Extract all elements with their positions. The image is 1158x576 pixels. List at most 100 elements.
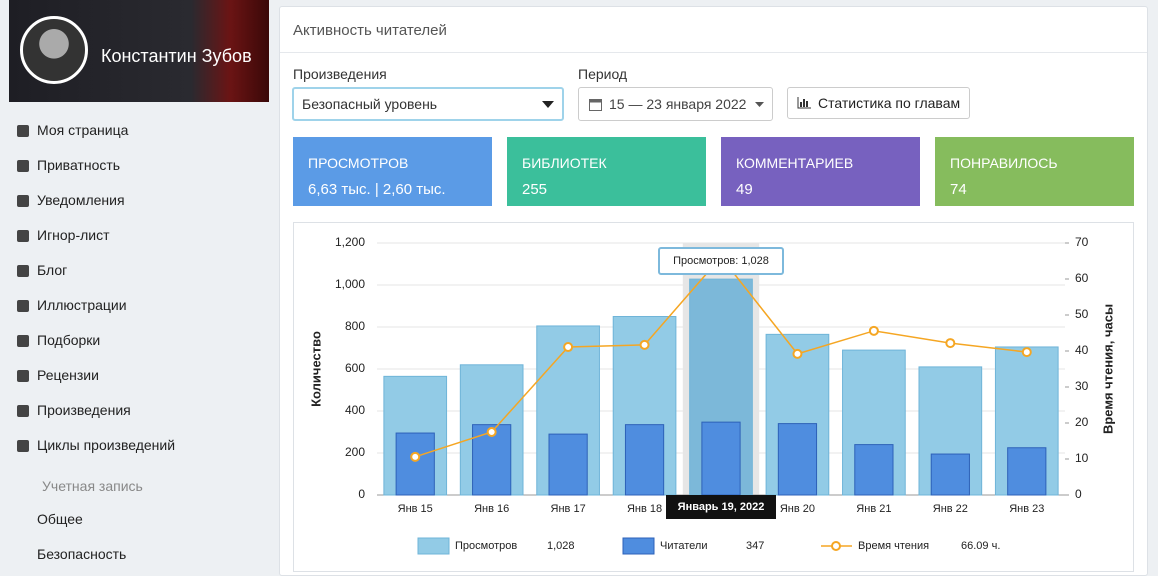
y-tick-label: 600 (345, 361, 365, 375)
y-tick-label: 200 (345, 445, 365, 459)
menu-icon (17, 370, 29, 382)
profile-name[interactable]: Константин Зубов (101, 46, 252, 67)
stat-value: 255 (522, 181, 691, 198)
menu-icon (17, 335, 29, 347)
menu-icon (17, 300, 29, 312)
bar (778, 424, 816, 495)
bar (549, 434, 587, 495)
stat-title: ПРОСМОТРОВ (308, 155, 477, 171)
point (411, 453, 419, 461)
account-menu-item[interactable]: Общее (37, 511, 83, 527)
y2-tick-label: 50 (1075, 307, 1089, 321)
bar (625, 425, 663, 495)
x-tick-label: Янв 20 (780, 503, 815, 515)
menu-item[interactable]: Игнор-лист (37, 227, 110, 243)
y-tick-label: 0 (358, 487, 365, 501)
menu-icon (17, 195, 29, 207)
chapters-button-label: Статистика по главам (818, 95, 960, 111)
x-tick-label: Янв 22 (933, 503, 968, 515)
legend-label: Просмотров (455, 540, 517, 552)
calendar-icon (589, 98, 602, 111)
menu-icon (17, 405, 29, 417)
work-value: Безопасный уровень (302, 96, 437, 112)
chart: 0 200 400 600 800 1,000 1,200 0 10 20 30 40 50 60 70 Ко… (294, 223, 1133, 571)
stat-card: КОММЕНТАРИЕВ49 (721, 137, 920, 206)
chart-box: 0 200 400 600 800 1,000 1,200 0 10 20 30 40 50 60 70 Ко… (293, 222, 1134, 572)
menu-icon (17, 125, 29, 137)
legend-value: 1,028 (547, 540, 575, 552)
x-tick-label: Янв 21 (856, 503, 891, 515)
y-tick-label: 1,000 (335, 277, 365, 291)
menu-item[interactable]: Моя страница (37, 122, 128, 138)
stat-value: 49 (736, 181, 905, 198)
menu-icon (17, 440, 29, 452)
y2-tick-label: 10 (1075, 451, 1089, 465)
bar (396, 433, 434, 495)
point (946, 339, 954, 347)
x-label-tooltip-text: Январь 19, 2022 (678, 501, 765, 513)
y2-tick-label: 40 (1075, 343, 1089, 357)
stat-title: ПОНРАВИЛОСЬ (950, 155, 1119, 171)
legend-swatch (418, 538, 449, 554)
bar (855, 445, 893, 495)
legend-label: Время чтения (858, 540, 929, 552)
menu-item[interactable]: Иллюстрации (37, 297, 127, 313)
y-axis-title: Количество (308, 331, 323, 407)
menu-icon (17, 265, 29, 277)
legend-value: 66.09 ч. (961, 540, 1000, 552)
menu-item[interactable]: Блог (37, 262, 67, 278)
menu-item[interactable]: Подборки (37, 332, 100, 348)
dropdown-caret (755, 102, 764, 108)
x-tick-label: Янв 23 (1009, 503, 1044, 515)
x-tick-label: Янв 17 (551, 503, 586, 515)
chart-icon (797, 97, 811, 109)
menu-icon (17, 230, 29, 242)
menu-item[interactable]: Уведомления (37, 192, 125, 208)
dropdown-caret (542, 101, 554, 109)
bar (702, 422, 740, 495)
work-select[interactable]: Безопасный уровень (292, 87, 564, 121)
legend-value: 347 (746, 540, 764, 552)
point (641, 341, 649, 349)
y2-tick-label: 30 (1075, 379, 1089, 393)
y2-tick-label: 0 (1075, 487, 1082, 501)
stat-value: 6,63 тыс. | 2,60 тыс. (308, 181, 477, 198)
period-select[interactable]: 15 — 23 января 2022 (578, 87, 773, 121)
point (1023, 348, 1031, 356)
menu-item[interactable]: Произведения (37, 402, 131, 418)
menu-item[interactable]: Рецензии (37, 367, 99, 383)
bar (1008, 448, 1046, 495)
menu-item[interactable]: Приватность (37, 157, 120, 173)
menu-item[interactable]: Циклы произведений (37, 437, 175, 453)
y-tick-label: 1,200 (335, 235, 365, 249)
stat-card: ПОНРАВИЛОСЬ 74 (935, 137, 1134, 206)
y-tick-label: 800 (345, 319, 365, 333)
stat-card: ПРОСМОТРОВ 6,63 тыс. | 2,60 тыс. (293, 137, 492, 206)
x-tick-label: Янв 15 (398, 503, 433, 515)
divider (280, 52, 1147, 53)
chapters-button[interactable]: Статистика по главам (787, 87, 970, 119)
y-tick-label: 400 (345, 403, 365, 417)
y2-tick-label: 20 (1075, 415, 1089, 429)
point (793, 350, 801, 358)
avatar[interactable] (20, 16, 88, 84)
account-menu-item[interactable]: Безопасность (37, 546, 126, 562)
point (488, 428, 496, 436)
y2-tick-label: 60 (1075, 271, 1089, 285)
x-tick-label: Янв 18 (627, 503, 662, 515)
point (870, 327, 878, 335)
y2-tick-label: 70 (1075, 235, 1089, 249)
panel-title: Активность читателей (293, 22, 447, 39)
point (564, 343, 572, 351)
tooltip-text: Просмотров: 1,028 (673, 255, 769, 267)
legend-label: Читатели (660, 540, 708, 552)
stat-value: 74 (950, 181, 1119, 198)
work-label: Произведения (293, 66, 387, 82)
period-value: 15 — 23 января 2022 (609, 96, 746, 112)
y2-axis-title: Время чтения, часы (1100, 304, 1115, 434)
stat-title: БИБЛИОТЕК (522, 155, 691, 171)
period-label: Период (578, 66, 627, 82)
legend-swatch-point (832, 542, 840, 550)
